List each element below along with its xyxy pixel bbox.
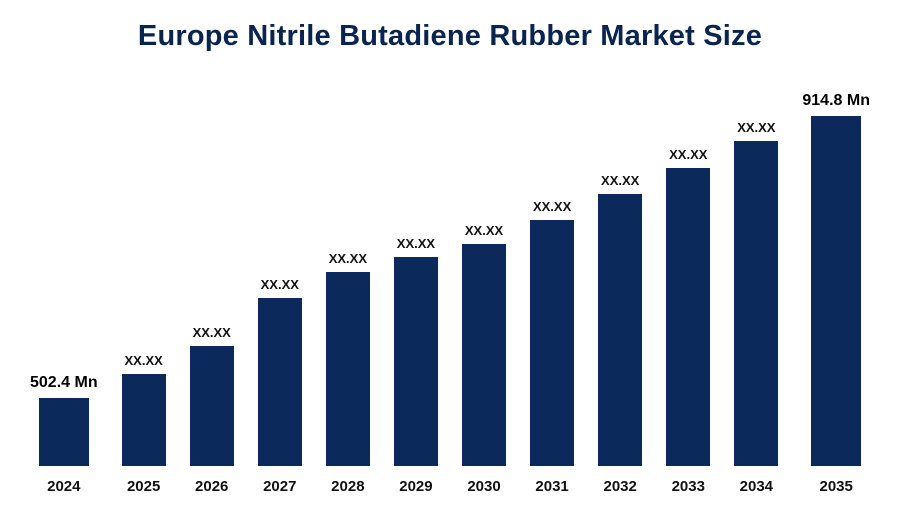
bar-value-label: XX.XX xyxy=(260,277,299,292)
bar xyxy=(325,272,370,466)
x-axis-tick-label: 2029 xyxy=(399,478,433,495)
bar-group: XX.XX 2027 xyxy=(257,55,302,495)
bar-group: XX.XX 2026 xyxy=(189,55,234,495)
bar-group: XX.XX 2032 xyxy=(598,55,643,495)
bar-group: XX.XX 2033 xyxy=(666,55,711,495)
bar-value-label: 914.8 Mn xyxy=(802,92,870,109)
bar xyxy=(393,257,438,466)
bar-group: 502.4 Mn 2024 xyxy=(30,55,98,495)
bar-chart: 502.4 Mn 2024 XX.XX 2025 XX.XX 2026 XX.XX 2027 X… xyxy=(0,55,900,495)
bar xyxy=(734,141,779,466)
bar-group: XX.XX 2028 xyxy=(325,55,370,495)
bar xyxy=(530,220,575,466)
bar xyxy=(666,168,711,466)
bar-group: XX.XX 2031 xyxy=(530,55,575,495)
bar xyxy=(461,244,507,466)
bar-value-label: XX.XX xyxy=(192,325,231,340)
x-axis-tick-label: 2030 xyxy=(467,478,501,495)
bar-value-label: XX.XX xyxy=(669,147,708,162)
bar xyxy=(811,116,862,466)
bar-value-label: XX.XX xyxy=(464,223,504,238)
x-axis-tick-label: 2031 xyxy=(535,478,569,495)
bar xyxy=(598,194,643,466)
x-axis-tick-label: 2026 xyxy=(195,478,229,495)
bar xyxy=(257,298,302,466)
x-axis-tick-label: 2035 xyxy=(819,478,853,495)
bar xyxy=(189,346,234,466)
bar-group: XX.XX 2030 xyxy=(461,55,507,495)
x-axis-tick-label: 2025 xyxy=(126,478,161,495)
bar-value-label: XX.XX xyxy=(124,353,163,368)
bar-group: 914.8 Mn 2035 xyxy=(802,55,870,495)
x-axis-tick-label: 2032 xyxy=(603,478,637,495)
bar xyxy=(38,398,89,466)
bar-value-label: 502.4 Mn xyxy=(30,374,98,391)
bar-group: XX.XX 2034 xyxy=(734,55,779,495)
x-axis-tick-label: 2027 xyxy=(263,478,297,495)
bar xyxy=(121,374,166,466)
bar-value-label: XX.XX xyxy=(328,251,368,266)
bar-value-label: XX.XX xyxy=(396,236,436,251)
bar-value-label: XX.XX xyxy=(532,199,572,214)
x-axis-tick-label: 2024 xyxy=(47,478,81,495)
chart-title: Europe Nitrile Butadiene Rubber Market S… xyxy=(137,20,763,52)
bar-group: XX.XX 2029 xyxy=(393,55,438,495)
x-axis-tick-label: 2033 xyxy=(671,478,705,495)
x-axis-tick-label: 2034 xyxy=(739,478,774,495)
x-axis-tick-label: 2028 xyxy=(331,478,365,495)
bar-group: XX.XX 2025 xyxy=(121,55,166,495)
bar-value-label: XX.XX xyxy=(737,120,776,135)
bar-value-label: XX.XX xyxy=(601,173,640,188)
